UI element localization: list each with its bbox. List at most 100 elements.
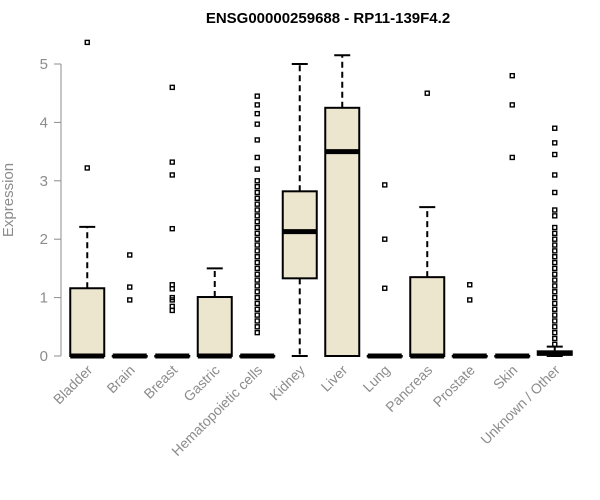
outlier-point bbox=[382, 285, 388, 291]
outlier-point bbox=[552, 294, 558, 301]
outlier-point bbox=[552, 341, 558, 348]
outlier-point bbox=[254, 324, 260, 330]
x-tick-label: Brain bbox=[103, 362, 137, 396]
box-bladder bbox=[69, 39, 106, 359]
outlier-point bbox=[254, 110, 260, 117]
outlier-point bbox=[254, 166, 260, 172]
y-tick-label: 3 bbox=[40, 173, 48, 190]
outlier-point bbox=[254, 300, 260, 307]
outlier-point bbox=[254, 195, 260, 202]
outlier-point bbox=[552, 312, 558, 318]
outlier-point bbox=[169, 303, 175, 310]
outlier-point bbox=[254, 294, 260, 301]
outlier-point bbox=[254, 236, 260, 242]
box-iqr bbox=[196, 296, 233, 357]
outlier-point bbox=[254, 102, 260, 108]
outlier-point bbox=[552, 125, 558, 131]
y-tick-label: 4 bbox=[40, 114, 48, 131]
box-iqr bbox=[69, 287, 106, 358]
outlier-point bbox=[254, 277, 260, 283]
outlier-point bbox=[254, 248, 260, 254]
outlier-point bbox=[254, 137, 260, 143]
outlier-point bbox=[254, 154, 260, 161]
outlier-point bbox=[552, 289, 558, 295]
outlier-point bbox=[552, 318, 558, 324]
outlier-point bbox=[552, 283, 558, 289]
boxes-group bbox=[69, 39, 573, 359]
outlier-point bbox=[382, 236, 388, 242]
chart-title: ENSG00000259688 - RP11-139F4.2 bbox=[206, 10, 450, 27]
y-tick-label: 5 bbox=[40, 56, 48, 73]
x-tick-label: Prostate bbox=[430, 362, 478, 410]
outlier-point bbox=[169, 172, 175, 178]
outlier-point bbox=[552, 224, 558, 231]
x-tick-label: Kidney bbox=[266, 362, 308, 404]
box-iqr bbox=[324, 106, 361, 357]
box-lung bbox=[366, 182, 403, 359]
outlier-point bbox=[552, 335, 558, 342]
box-gastric bbox=[196, 267, 233, 359]
outlier-point bbox=[254, 213, 260, 219]
outlier-point bbox=[552, 300, 558, 307]
outlier-point bbox=[467, 297, 473, 303]
outlier-point bbox=[509, 102, 515, 108]
outlier-point bbox=[254, 254, 260, 260]
outlier-point bbox=[254, 183, 260, 190]
outlier-point bbox=[552, 236, 558, 242]
box-pancreas bbox=[409, 90, 446, 359]
outlier-point bbox=[254, 201, 260, 207]
y-tick-label: 0 bbox=[40, 348, 48, 365]
outlier-point bbox=[552, 151, 558, 158]
outlier-point bbox=[254, 224, 260, 231]
outlier-point bbox=[552, 213, 558, 219]
outlier-point bbox=[254, 329, 260, 336]
box-iqr bbox=[281, 190, 318, 280]
outlier-point bbox=[254, 93, 260, 99]
outlier-point bbox=[127, 252, 133, 258]
x-tick-label: Bladder bbox=[50, 362, 96, 408]
x-tick-label: Liver bbox=[318, 362, 351, 395]
outlier-point bbox=[382, 182, 388, 188]
outlier-point bbox=[424, 90, 430, 96]
outlier-point bbox=[552, 248, 558, 254]
box-iqr bbox=[409, 276, 446, 357]
outlier-point bbox=[467, 282, 473, 288]
y-axis-label: Expression bbox=[0, 163, 17, 237]
box-prostate bbox=[451, 282, 488, 359]
box-unknown-other bbox=[536, 125, 573, 357]
outlier-point bbox=[254, 265, 260, 272]
outlier-point bbox=[169, 282, 175, 288]
x-tick-label: Pancreas bbox=[382, 362, 435, 415]
outlier-point bbox=[169, 225, 175, 232]
outlier-point bbox=[509, 154, 515, 161]
outlier-point bbox=[254, 271, 260, 277]
outlier-point bbox=[552, 172, 558, 178]
outlier-point bbox=[509, 72, 515, 79]
outlier-point bbox=[169, 159, 175, 165]
y-tick-label: 2 bbox=[40, 231, 48, 248]
box-hematopoietic-cells bbox=[239, 93, 276, 359]
outlier-point bbox=[169, 84, 175, 91]
outlier-point bbox=[552, 329, 558, 336]
outlier-point bbox=[254, 312, 260, 318]
outlier-point bbox=[254, 218, 260, 225]
outlier-point bbox=[254, 189, 260, 196]
box-breast bbox=[154, 84, 191, 359]
outlier-point bbox=[254, 289, 260, 295]
box-liver bbox=[324, 54, 361, 357]
outlier-point bbox=[254, 178, 260, 184]
outlier-point bbox=[552, 207, 558, 213]
outlier-point bbox=[254, 121, 260, 127]
outlier-point bbox=[552, 306, 558, 312]
outlier-point bbox=[254, 207, 260, 213]
outlier-point bbox=[254, 306, 260, 312]
outlier-point bbox=[552, 230, 558, 237]
box-skin bbox=[494, 72, 531, 359]
x-tick-label: Breast bbox=[140, 362, 180, 402]
outlier-point bbox=[552, 254, 558, 260]
outlier-point bbox=[254, 242, 260, 248]
outlier-point bbox=[84, 165, 90, 171]
x-tick-label: Skin bbox=[490, 362, 521, 393]
outlier-point bbox=[552, 265, 558, 272]
